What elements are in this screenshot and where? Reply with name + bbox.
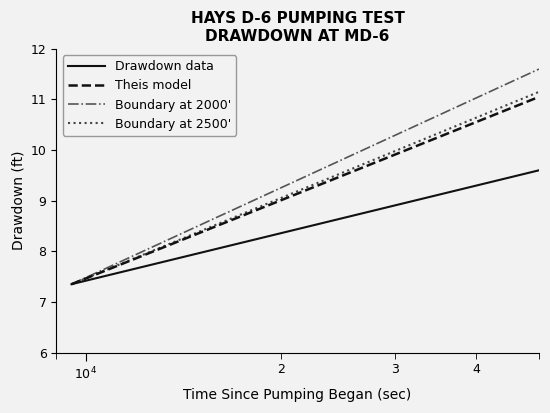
Theis model — [70, 281, 76, 286]
Boundary at 2500' — [70, 281, 76, 286]
Line: Boundary at 2500': Boundary at 2500' — [72, 92, 539, 284]
Theis model — [345, 171, 351, 176]
Theis model — [346, 170, 353, 175]
X-axis label: Time Since Pumping Began (sec): Time Since Pumping Began (sec) — [184, 388, 412, 402]
Boundary at 2000' — [345, 154, 351, 159]
Theis model — [68, 282, 75, 287]
Drawdown data — [492, 178, 498, 183]
Line: Drawdown data: Drawdown data — [72, 170, 539, 284]
Boundary at 2500' — [346, 167, 353, 172]
Line: Theis model: Theis model — [72, 97, 539, 284]
Boundary at 2500' — [345, 168, 351, 173]
Boundary at 2000' — [462, 100, 469, 105]
Title: HAYS D-6 PUMPING TEST
DRAWDOWN AT MD-6: HAYS D-6 PUMPING TEST DRAWDOWN AT MD-6 — [191, 11, 404, 43]
Boundary at 2500' — [462, 120, 469, 125]
Drawdown data — [462, 186, 469, 191]
Boundary at 2500' — [536, 89, 542, 94]
Legend: Drawdown data, Theis model, Boundary at 2000', Boundary at 2500': Drawdown data, Theis model, Boundary at … — [63, 55, 236, 136]
Drawdown data — [536, 168, 542, 173]
Y-axis label: Drawdown (ft): Drawdown (ft) — [11, 151, 25, 250]
Boundary at 2000' — [68, 282, 75, 287]
Drawdown data — [68, 282, 75, 287]
Boundary at 2000' — [346, 154, 353, 159]
Boundary at 2500' — [68, 282, 75, 287]
Boundary at 2000' — [354, 150, 361, 155]
Drawdown data — [346, 214, 353, 219]
Theis model — [354, 167, 361, 172]
Theis model — [462, 124, 469, 129]
Boundary at 2000' — [536, 66, 542, 71]
Boundary at 2500' — [354, 164, 361, 169]
Theis model — [492, 112, 498, 117]
Drawdown data — [345, 214, 351, 219]
Boundary at 2000' — [492, 87, 498, 92]
Boundary at 2500' — [492, 107, 498, 112]
Boundary at 2000' — [70, 281, 76, 286]
Drawdown data — [354, 212, 361, 217]
Line: Boundary at 2000': Boundary at 2000' — [72, 69, 539, 284]
Drawdown data — [70, 281, 76, 286]
Theis model — [536, 95, 542, 100]
